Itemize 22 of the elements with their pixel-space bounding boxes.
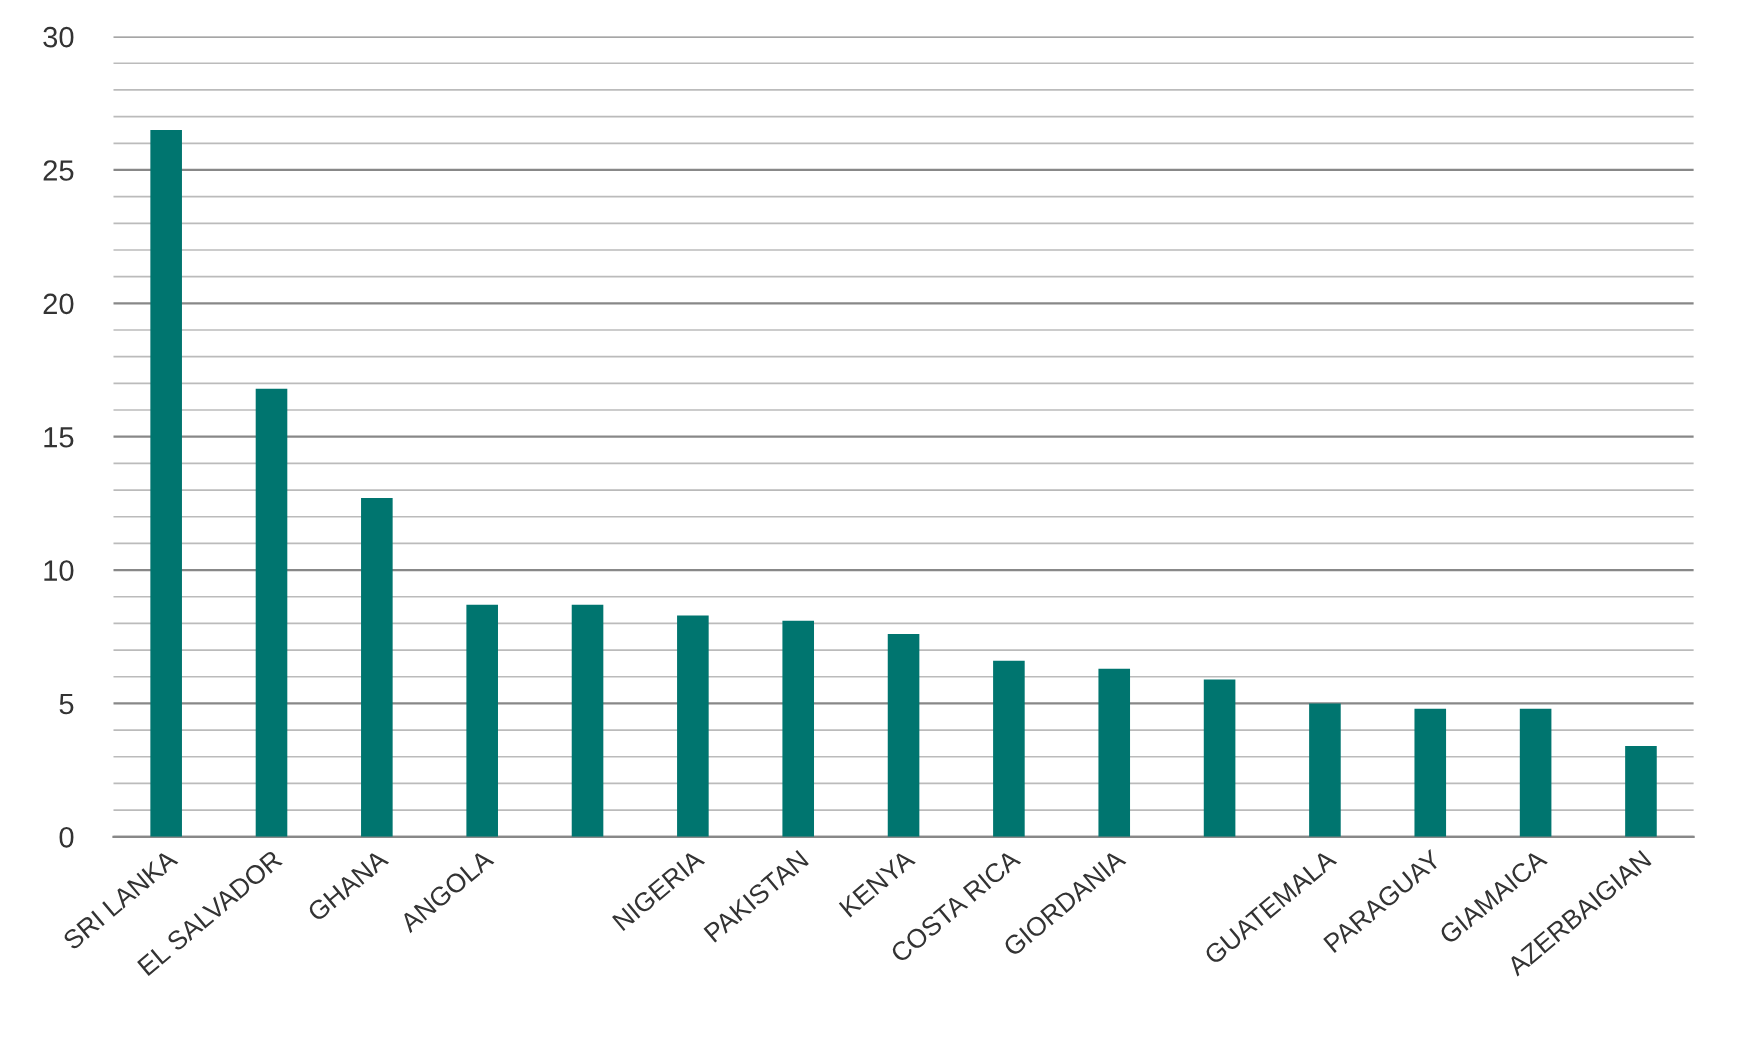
bar (887, 634, 920, 837)
bar (1414, 708, 1447, 837)
bar (466, 604, 498, 837)
bar (677, 615, 709, 837)
bar (361, 498, 393, 837)
bar (1309, 703, 1341, 837)
y-tick-label: 5 (59, 693, 74, 715)
y-tick-label: 20 (43, 293, 74, 315)
bar (993, 660, 1025, 837)
y-tick-label: 15 (44, 427, 74, 448)
bar (150, 129, 182, 837)
y-tick-label: 30 (43, 26, 74, 48)
bar (1098, 668, 1131, 837)
bar (1625, 746, 1657, 837)
bar (782, 620, 815, 837)
bar (255, 388, 288, 837)
y-tick-label: 10 (44, 560, 74, 581)
bar (1519, 708, 1552, 837)
bar (1203, 679, 1236, 837)
y-tick-label: 0 (59, 827, 74, 848)
bar (571, 604, 604, 837)
y-tick-label: 25 (43, 160, 74, 181)
